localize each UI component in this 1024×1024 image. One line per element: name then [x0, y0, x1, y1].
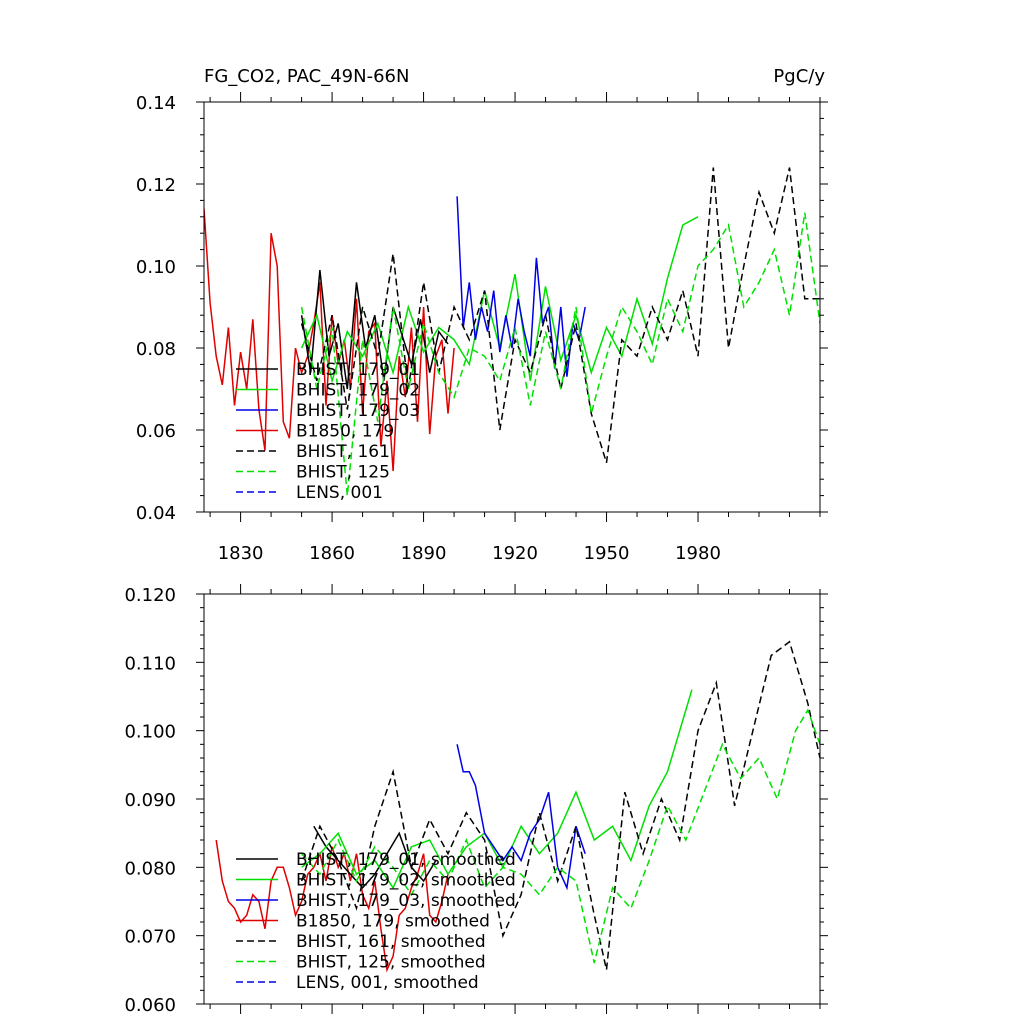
legend-label: BHIST, 161, smoothed: [296, 932, 486, 952]
series-line-bhist-125: [300, 212, 820, 496]
y-tick-label: 0.080: [124, 858, 176, 879]
y-tick-label: 0.110: [124, 653, 176, 674]
y-tick-label: 0.06: [136, 421, 176, 442]
x-tick-label: 1830: [218, 543, 264, 564]
series-line-bhist-179-03: [456, 196, 586, 377]
series-line-bhist-179-01-smoothed: [313, 825, 437, 889]
y-tick-label: 0.070: [124, 927, 176, 948]
legend-label: BHIST, 125: [296, 463, 390, 483]
legend-label: B1850, 179, smoothed: [296, 912, 490, 932]
series-group: [204, 167, 820, 496]
legend-label: BHIST, 179_03: [296, 401, 420, 421]
plot-frame: [203, 101, 821, 513]
y-tick-label: 0.100: [124, 722, 176, 743]
legend-label: BHIST, 125, smoothed: [296, 953, 486, 973]
legend-label: LENS, 001: [296, 483, 383, 503]
y-tick-label: 0.14: [136, 93, 176, 114]
units-label: PgC/y: [773, 66, 825, 87]
x-tick-label: 1920: [492, 543, 538, 564]
series-line-bhist-179-03-smoothed: [456, 744, 586, 891]
series-group: [215, 640, 820, 973]
legend-label: BHIST, 179_01: [296, 360, 420, 380]
x-tick-label: 1890: [401, 543, 447, 564]
x-tick-label: 1860: [309, 543, 355, 564]
x-tick-label: 1950: [584, 543, 630, 564]
y-tick-label: 0.120: [124, 585, 176, 606]
series-line-b1850-179-smoothed: [215, 839, 449, 973]
x-tick-label: 1980: [675, 543, 721, 564]
y-tick-label: 0.12: [136, 175, 176, 196]
y-tick-label: 0.08: [136, 339, 176, 360]
y-tick-label: 0.10: [136, 257, 176, 278]
top-panel: 0.04 0.06 0.08 0.10 0.12 0.14 1830 1860 1890 1920…: [136, 92, 828, 564]
series-line-bhist-161-smoothed: [300, 640, 820, 970]
bottom-panel: 0.060 0.070 0.080 0.090 0.100 0.110 0.120 BHIST…: [124, 584, 828, 1016]
legend-label: BHIST, 179_02, smoothed: [296, 871, 516, 891]
legend-label: LENS, 001, smoothed: [296, 973, 479, 993]
legend-label: BHIST, 179_02: [296, 381, 420, 401]
legend-label: BHIST, 179_03, smoothed: [296, 891, 516, 911]
chart-title: FG_CO2, PAC_49N-66N: [204, 66, 409, 87]
series-line-bhist-125-smoothed: [301, 708, 820, 964]
series-line-b1850-179: [204, 208, 455, 472]
series-line-bhist-161: [300, 167, 820, 464]
legend-label: BHIST, 179_01, smoothed: [296, 850, 516, 870]
y-tick-label: 0.090: [124, 790, 176, 811]
legend-label: BHIST, 161: [296, 442, 390, 462]
y-tick-label: 0.04: [136, 503, 176, 524]
y-tick-label: 0.060: [124, 995, 176, 1016]
series-line-bhist-179-01: [300, 270, 449, 390]
legend-label: B1850, 179: [296, 422, 394, 442]
